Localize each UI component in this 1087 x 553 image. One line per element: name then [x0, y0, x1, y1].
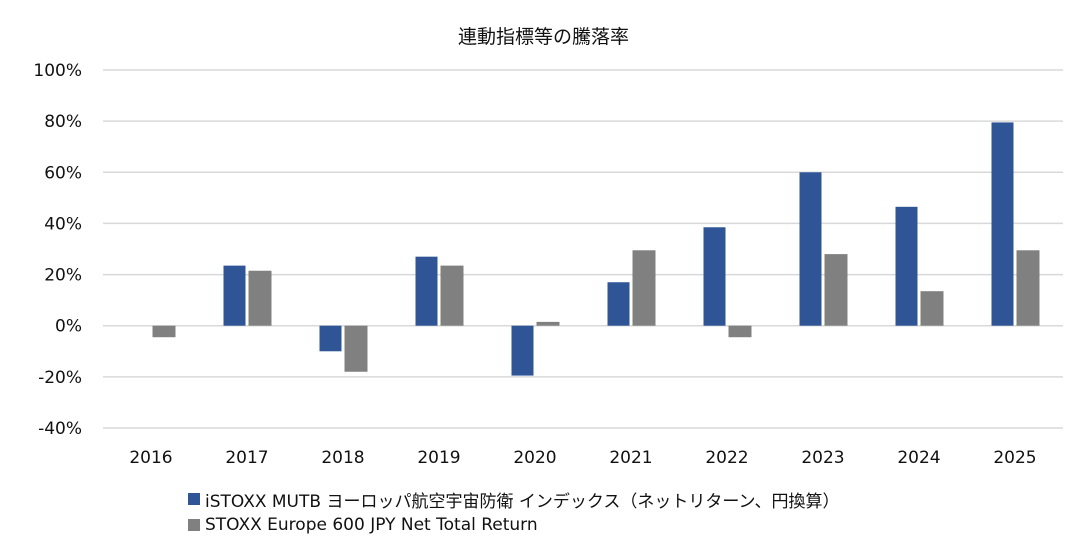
legend-swatch-series-1: [188, 493, 200, 505]
bar-series-2-2023: [824, 254, 848, 326]
bar-series-1-2022: [703, 227, 726, 326]
legend-swatch-series-2: [188, 519, 200, 531]
bar-series-1-2024: [895, 206, 918, 326]
bar-series-1-2019: [415, 256, 438, 326]
bar-series-1-2018: [319, 325, 342, 352]
bar-series-2-2022: [728, 325, 752, 338]
x-tick-label: 2021: [609, 448, 652, 468]
bar-series-2-2018: [344, 325, 368, 372]
x-tick-label: 2022: [705, 448, 748, 468]
x-tick-label: 2020: [513, 448, 556, 468]
bar-series-1-2017: [223, 265, 246, 326]
bar-series-1-2023: [799, 172, 822, 326]
x-tick-label: 2016: [129, 448, 172, 468]
x-tick-label: 2024: [897, 448, 940, 468]
bar-series-2-2017: [248, 270, 272, 326]
bar-series-2-2025: [1016, 250, 1040, 326]
legend-label-series-2: STOXX Europe 600 JPY Net Total Return: [205, 515, 538, 535]
x-axis-ticks: 2016 2017 2018 2019 2020 2021 2022 2023 2024 2025: [129, 448, 1036, 468]
legend-item-series-1: iSTOXX MUTB ヨーロッパ航空宇宙防衛 インデックス（ネットリターン、円…: [188, 486, 839, 512]
x-tick-label: 2019: [417, 448, 460, 468]
chart-title: 連動指標等の騰落率: [457, 26, 629, 48]
y-tick-label: 60%: [44, 163, 82, 183]
y-axis-ticks: 100% 80% 60% 40% 20% 0% -20% -40%: [33, 61, 82, 439]
bar-series-2-2020: [536, 321, 560, 326]
x-tick-label: 2018: [321, 448, 364, 468]
legend: iSTOXX MUTB ヨーロッパ航空宇宙防衛 インデックス（ネットリターン、円…: [188, 486, 839, 538]
gridlines: [103, 69, 1063, 429]
y-tick-label: 40%: [44, 214, 82, 234]
y-tick-label: 0%: [55, 317, 82, 337]
x-tick-label: 2023: [801, 448, 844, 468]
y-tick-label: 80%: [44, 112, 82, 132]
bar-series-2-2016: [152, 325, 176, 338]
y-tick-label: 20%: [44, 266, 82, 286]
bar-series-1-2025: [991, 122, 1014, 326]
bars: [152, 122, 1040, 376]
bar-series-1-2020: [511, 325, 534, 376]
bar-series-2-2019: [440, 265, 464, 326]
y-tick-label: 100%: [33, 61, 82, 81]
legend-label-series-1: iSTOXX MUTB ヨーロッパ航空宇宙防衛 インデックス（ネットリターン、円…: [205, 491, 840, 512]
x-tick-label: 2025: [993, 448, 1036, 468]
y-tick-label: -20%: [38, 368, 82, 388]
x-tick-label: 2017: [225, 448, 268, 468]
legend-item-series-2: STOXX Europe 600 JPY Net Total Return: [188, 512, 839, 538]
y-tick-label: -40%: [38, 419, 82, 439]
bar-series-2-2021: [632, 250, 656, 326]
bar-series-1-2021: [607, 282, 630, 326]
bar-series-2-2024: [920, 291, 944, 326]
